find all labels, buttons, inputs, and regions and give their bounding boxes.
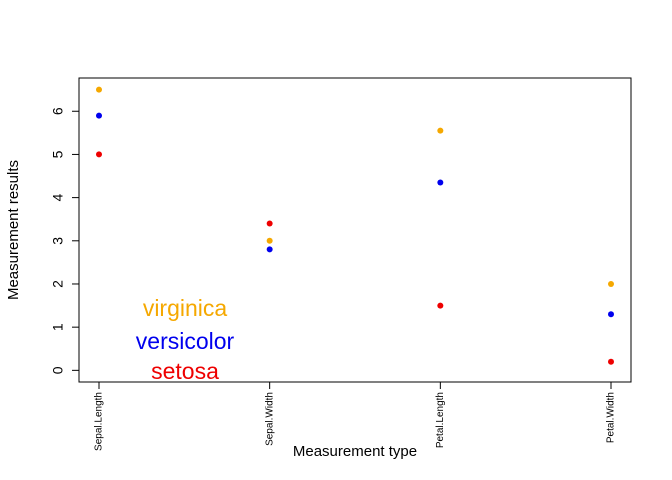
point-versicolor-sepal-length bbox=[96, 112, 102, 119]
y-tick-label: 3 bbox=[50, 237, 66, 245]
x-tick-label: Petal.Length bbox=[435, 392, 446, 448]
x-tick-label: Sepal.Length bbox=[94, 392, 105, 451]
legend-label-setosa: setosa bbox=[151, 358, 219, 384]
point-versicolor-petal-width bbox=[608, 311, 614, 318]
point-versicolor-sepal-width bbox=[266, 246, 273, 253]
point-setosa-sepal-width bbox=[266, 220, 273, 227]
point-setosa-petal-width bbox=[608, 358, 614, 365]
point-virginica-petal-width bbox=[608, 280, 614, 287]
x-axis-title: Measurement type bbox=[293, 443, 417, 460]
y-tick-label: 1 bbox=[50, 323, 66, 331]
y-tick-label: 0 bbox=[50, 366, 66, 374]
y-tick-label: 4 bbox=[50, 194, 66, 202]
data-points bbox=[96, 86, 614, 365]
x-axis: Sepal.Length Sepal.Width Petal.Length Petal… bbox=[94, 381, 617, 451]
x-tick-label: Petal.Width bbox=[606, 392, 617, 443]
point-virginica-sepal-width bbox=[266, 237, 273, 244]
point-virginica-petal-length bbox=[437, 127, 444, 134]
point-virginica-sepal-length bbox=[96, 86, 102, 93]
y-axis-title: Measurement results bbox=[5, 160, 22, 300]
y-tick-label: 5 bbox=[50, 150, 66, 158]
y-axis: 0 1 2 3 4 5 6 bbox=[50, 107, 80, 374]
point-versicolor-petal-length bbox=[437, 179, 444, 186]
x-tick-label: Sepal.Width bbox=[264, 392, 275, 446]
point-setosa-sepal-length bbox=[96, 151, 102, 158]
legend-label-versicolor: versicolor bbox=[136, 328, 235, 354]
y-tick-label: 6 bbox=[50, 107, 66, 115]
y-tick-label: 2 bbox=[50, 280, 66, 288]
legend-label-virginica: virginica bbox=[143, 295, 228, 321]
point-setosa-petal-length bbox=[437, 302, 444, 309]
